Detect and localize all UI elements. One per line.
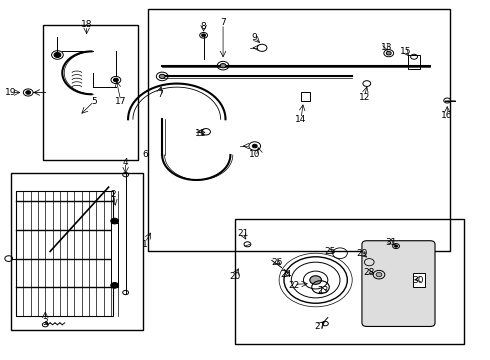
Text: 21: 21 (237, 229, 248, 238)
Text: 31: 31 (386, 238, 397, 247)
Text: 6: 6 (142, 150, 148, 159)
Text: 15: 15 (400, 47, 412, 56)
Text: 20: 20 (230, 272, 241, 281)
Bar (301, 93, 310, 102)
Circle shape (26, 91, 30, 94)
Text: 25: 25 (324, 247, 336, 256)
Text: 8: 8 (201, 22, 206, 31)
Bar (235, 219, 464, 344)
Text: 27: 27 (315, 322, 326, 331)
Circle shape (114, 78, 118, 82)
Circle shape (394, 245, 397, 247)
Circle shape (111, 218, 119, 224)
FancyBboxPatch shape (362, 241, 435, 327)
Bar (16, 191, 114, 316)
Circle shape (310, 276, 321, 284)
Text: 18: 18 (81, 20, 93, 29)
Bar (11, 173, 143, 330)
Text: 13: 13 (381, 43, 392, 52)
Text: 10: 10 (249, 150, 261, 159)
Text: 29: 29 (356, 249, 368, 258)
Text: 17: 17 (115, 97, 126, 106)
Text: 23: 23 (317, 286, 329, 295)
Text: 22: 22 (288, 281, 299, 290)
Text: 7: 7 (157, 90, 163, 99)
Text: 2: 2 (111, 190, 116, 199)
Text: 5: 5 (91, 97, 97, 106)
Bar (111, 223, 118, 287)
Circle shape (159, 74, 165, 78)
Text: 28: 28 (364, 268, 375, 277)
Bar (413, 273, 425, 287)
Circle shape (202, 34, 205, 37)
Text: 24: 24 (281, 270, 292, 279)
Circle shape (111, 283, 119, 288)
Text: 12: 12 (359, 93, 370, 102)
Circle shape (54, 53, 61, 58)
Text: 30: 30 (412, 275, 424, 284)
Text: 16: 16 (441, 111, 453, 120)
Text: 7: 7 (220, 18, 226, 27)
Circle shape (376, 273, 382, 277)
Text: 3: 3 (42, 318, 48, 327)
Circle shape (252, 144, 257, 148)
Bar (147, 9, 450, 251)
Circle shape (220, 64, 226, 68)
Text: 11: 11 (196, 129, 207, 138)
Text: 14: 14 (295, 115, 307, 124)
Bar (43, 24, 138, 160)
Text: 9: 9 (252, 33, 258, 42)
Text: 19: 19 (5, 88, 17, 97)
Circle shape (386, 51, 391, 55)
Text: 1: 1 (142, 240, 148, 249)
Text: 4: 4 (123, 158, 128, 167)
Bar (408, 55, 420, 69)
Text: 26: 26 (271, 258, 282, 267)
